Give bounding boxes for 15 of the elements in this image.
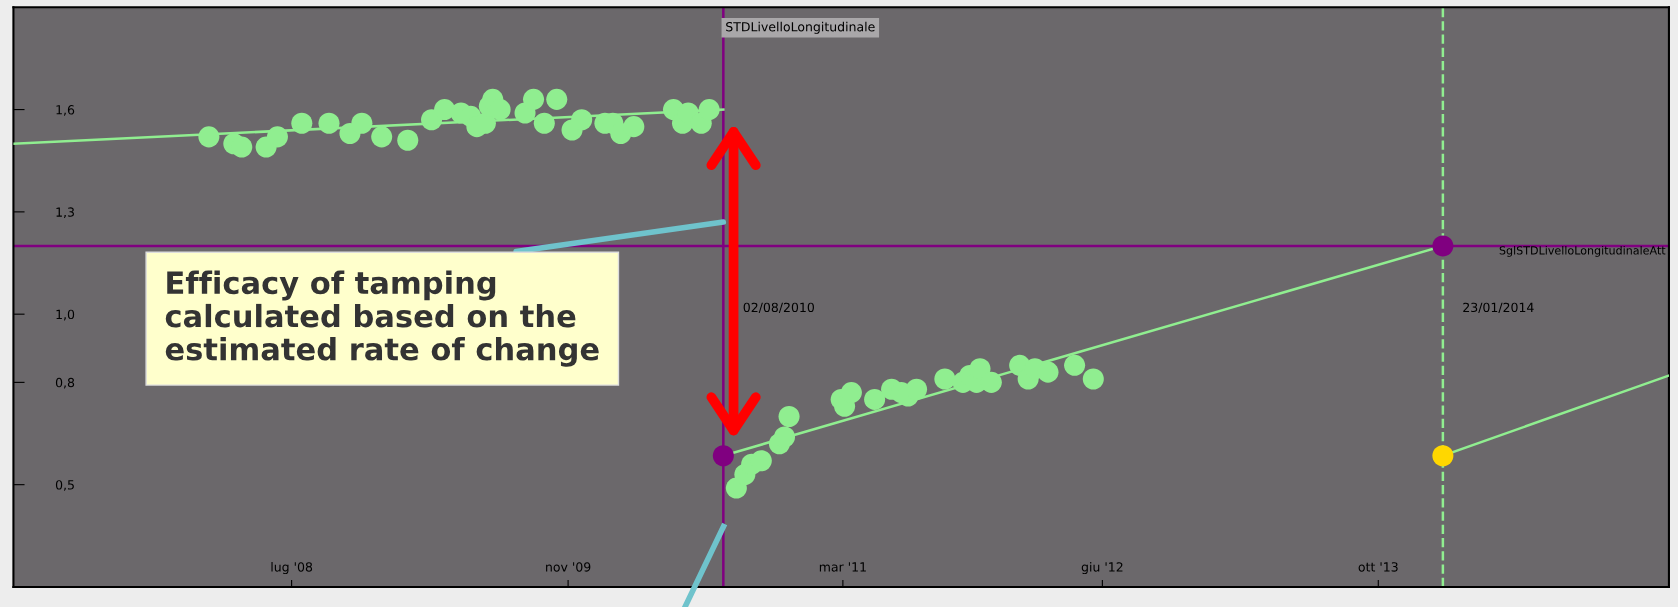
y-tick-label: 1,3 <box>56 207 74 219</box>
ref-line-label: SglSTDLivelloLongitudinaleAtt <box>1499 245 1666 257</box>
annotation: Efficacy of tamping calculated based on the estimated rate of change <box>165 270 599 367</box>
x-tick-label: giu '12 <box>1081 561 1123 575</box>
x-tick-label: ott '13 <box>1358 562 1398 572</box>
y-tick-label: 1,6 <box>56 105 75 116</box>
y-tick-label: 1,0 <box>56 309 75 321</box>
x-tick-label: mar '11 <box>819 562 866 572</box>
ref-line-label: 02/08/2010 <box>743 302 814 314</box>
y-tick-label: 0,5 <box>55 480 74 491</box>
x-tick-label: nov '09 <box>546 562 591 572</box>
ref-line-label: 23/01/2014 <box>1463 302 1534 314</box>
x-tick-label: lug '08 <box>271 561 313 575</box>
y-tick-label: 0,8 <box>55 377 75 389</box>
text: STDLivelloLongitudinale <box>726 21 875 34</box>
